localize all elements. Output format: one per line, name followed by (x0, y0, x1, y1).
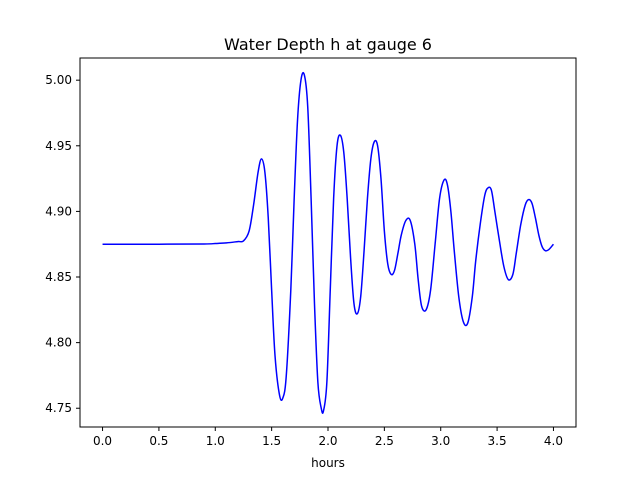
series-line (102, 71, 555, 414)
x-tick-label: 0.5 (149, 434, 168, 448)
y-tick-label: 4.75 (45, 401, 72, 415)
y-tick-label: 4.80 (45, 336, 72, 350)
x-tick-label: 2.0 (318, 434, 337, 448)
y-tick-label: 4.95 (45, 139, 72, 153)
y-tick-label: 4.90 (45, 204, 72, 218)
series-layer (102, 71, 555, 414)
x-axis: 0.0 0.5 1.0 1.5 2.0 2.5 3.0 3.5 4.0 (93, 427, 563, 448)
x-tick-label: 3.0 (431, 434, 450, 448)
x-axis-label: hours (311, 456, 345, 470)
x-tick-label: 3.5 (488, 434, 507, 448)
x-tick-label: 0.0 (93, 434, 112, 448)
y-tick-label: 4.85 (45, 270, 72, 284)
y-axis: 4.75 4.80 4.85 4.90 4.95 5.00 (45, 73, 80, 415)
x-tick-label: 1.0 (206, 434, 225, 448)
chart-title: Water Depth h at gauge 6 (224, 35, 432, 54)
y-tick-label: 5.00 (45, 73, 72, 87)
x-tick-label: 4.0 (544, 434, 563, 448)
x-tick-label: 2.5 (375, 434, 394, 448)
x-tick-label: 1.5 (262, 434, 281, 448)
